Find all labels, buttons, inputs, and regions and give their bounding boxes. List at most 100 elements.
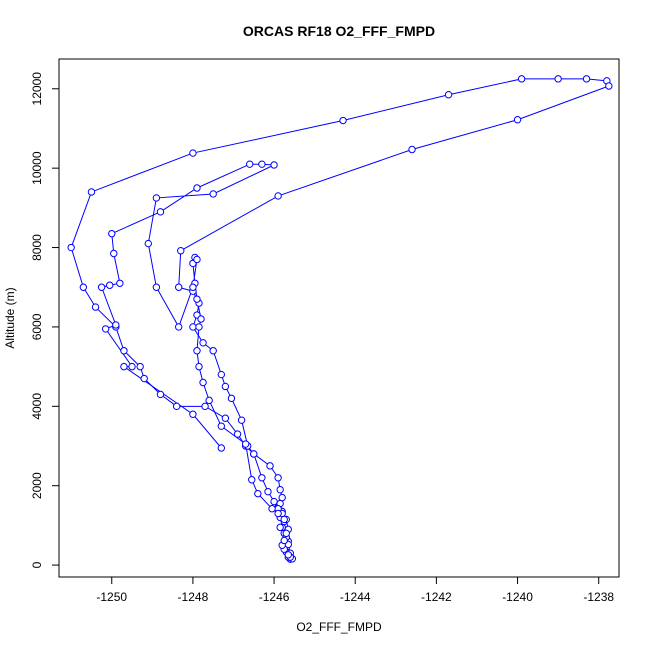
data-point	[128, 362, 136, 371]
data-point	[112, 321, 120, 329]
y-axis: 0 2000 4000 6000 8000 10000 12000	[30, 72, 59, 568]
data-point	[582, 75, 591, 83]
data-point	[270, 161, 278, 169]
x-axis-label: O2_FFF_FMPD	[296, 620, 382, 634]
y-tick-label: 4000	[30, 393, 44, 420]
data-point	[193, 347, 201, 355]
data-point	[87, 188, 96, 196]
y-axis-label: Altitude (m)	[3, 287, 17, 348]
y-tick-label: 8000	[30, 234, 44, 261]
data-point	[79, 283, 88, 291]
data-point	[274, 474, 282, 482]
data-point	[217, 370, 226, 379]
data-point	[408, 145, 416, 154]
x-tick-label: -1238	[583, 590, 614, 604]
data-point	[152, 283, 161, 291]
data-point	[67, 243, 75, 252]
plot-points	[67, 75, 613, 563]
data-point	[248, 476, 256, 484]
x-tick-label: -1240	[502, 590, 533, 604]
x-tick-label: -1246	[259, 590, 290, 604]
data-point	[144, 239, 152, 248]
y-tick-label: 12000	[30, 72, 44, 106]
data-point	[177, 247, 185, 255]
data-point	[152, 194, 161, 202]
x-axis: -1250 -1248 -1246 -1244 -1242 -1240 -1238	[96, 577, 614, 604]
data-point	[189, 410, 197, 418]
data-point	[274, 192, 282, 200]
data-point	[554, 75, 562, 83]
data-point	[250, 450, 258, 458]
data-point	[101, 325, 110, 333]
data-point	[156, 208, 165, 216]
data-point	[197, 315, 205, 323]
x-tick-label: -1242	[421, 590, 452, 604]
x-tick-label: -1248	[178, 590, 209, 604]
data-point	[517, 75, 526, 83]
data-point	[116, 279, 124, 287]
data-point	[97, 283, 106, 291]
data-point	[264, 487, 272, 496]
data-point	[189, 149, 197, 157]
plot-frame	[58, 58, 620, 578]
data-point	[221, 414, 230, 422]
data-point	[270, 497, 278, 506]
data-point	[276, 523, 284, 532]
data-point	[189, 283, 197, 291]
data-point	[193, 255, 201, 264]
y-tick-label: 2000	[30, 472, 44, 499]
data-point	[189, 323, 197, 331]
y-tick-label: 0	[30, 561, 44, 568]
y-tick-label: 10000	[30, 151, 44, 185]
data-point	[110, 249, 118, 258]
data-point	[172, 402, 181, 411]
data-point	[193, 295, 201, 303]
data-point	[205, 396, 213, 405]
data-point	[339, 116, 347, 125]
data-point	[217, 422, 226, 430]
data-point	[195, 362, 203, 371]
data-point	[254, 489, 262, 498]
data-point	[120, 347, 128, 355]
data-point	[156, 390, 165, 399]
x-tick-label: -1250	[96, 590, 127, 604]
data-point	[241, 440, 250, 448]
data-point	[136, 362, 144, 371]
data-point	[276, 485, 284, 494]
data-point	[274, 509, 282, 518]
data-point	[199, 339, 207, 347]
data-point	[444, 91, 453, 99]
data-point	[278, 493, 286, 502]
data-point	[227, 394, 236, 403]
data-point	[268, 505, 276, 513]
data-point	[217, 444, 226, 452]
data-point	[199, 378, 207, 387]
data-point	[246, 160, 254, 168]
data-point	[258, 474, 266, 482]
data-point	[209, 190, 217, 198]
data-point	[513, 116, 522, 124]
data-point	[605, 82, 613, 90]
data-point	[91, 303, 100, 311]
data-point	[221, 382, 230, 391]
chart-title: ORCAS RF18 O2_FFF_FMPD	[243, 23, 435, 39]
data-point	[108, 229, 116, 238]
data-point	[201, 402, 209, 411]
data-point	[258, 160, 266, 168]
data-point	[284, 551, 292, 559]
x-tick-label: -1244	[340, 590, 371, 604]
data-point	[280, 515, 288, 524]
data-point	[120, 362, 128, 371]
data-point	[106, 281, 114, 289]
data-point	[140, 374, 148, 383]
data-point	[280, 536, 288, 545]
data-point	[266, 462, 274, 470]
data-point	[237, 416, 246, 424]
data-point	[233, 430, 242, 438]
data-point	[282, 529, 290, 538]
data-point	[209, 347, 217, 355]
data-point	[195, 323, 203, 331]
data-point	[193, 184, 201, 192]
